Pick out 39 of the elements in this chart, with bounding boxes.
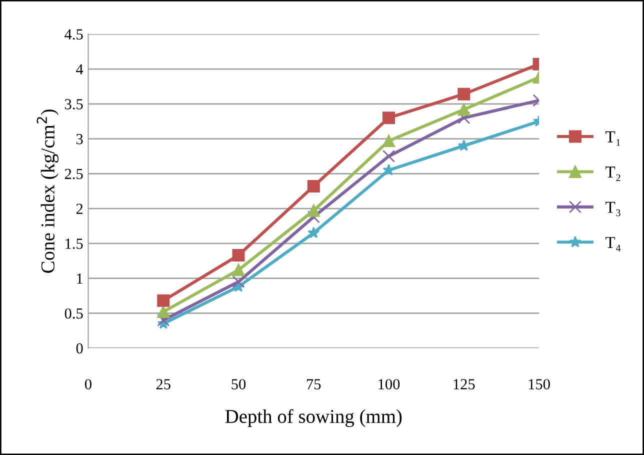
x-tick-label: 125 xyxy=(454,379,475,390)
point xyxy=(308,226,320,238)
y-tick-label: 2 xyxy=(76,204,83,214)
point xyxy=(232,276,245,288)
y-tick-label: 3 xyxy=(76,134,83,144)
point xyxy=(458,112,470,124)
point xyxy=(232,249,245,262)
legend-label: T₁ xyxy=(606,131,620,146)
point xyxy=(382,112,396,124)
legend-label: T₃ xyxy=(606,202,620,216)
point xyxy=(157,306,170,318)
x-tick-label: 25 xyxy=(156,379,170,390)
y-tick-label: 4 xyxy=(76,64,84,74)
x-tick-label: 0 xyxy=(84,379,92,390)
point xyxy=(307,204,320,217)
x-tick-label: 75 xyxy=(306,379,321,390)
point xyxy=(157,314,170,326)
x-axis-title: Depth of sowing (mm) xyxy=(225,409,402,428)
point xyxy=(382,150,396,162)
y-tick-label: 0 xyxy=(76,343,83,354)
legend-label: T₂ xyxy=(606,166,620,181)
y-tick-label: 2.5 xyxy=(64,168,83,180)
point xyxy=(157,294,170,307)
point xyxy=(307,210,320,224)
point xyxy=(458,88,470,100)
point xyxy=(307,180,320,192)
point xyxy=(232,264,245,276)
y-axis-title: Cone index (kg/cm$^{2}$) xyxy=(36,110,58,273)
y-tick-label: 1.5 xyxy=(66,238,83,249)
y-tick-label: 3.5 xyxy=(65,99,83,110)
x-tick-label: 50 xyxy=(232,379,246,390)
x-tick-label: 150 xyxy=(528,379,550,390)
y-tick-label: 4.5 xyxy=(64,29,83,40)
x-tick-label: 100 xyxy=(378,379,400,390)
point xyxy=(458,103,470,116)
point xyxy=(382,134,396,148)
y-tick-label: 0.5 xyxy=(64,308,83,319)
y-tick-label: 1 xyxy=(77,274,82,284)
legend-label: T₄ xyxy=(606,237,621,252)
